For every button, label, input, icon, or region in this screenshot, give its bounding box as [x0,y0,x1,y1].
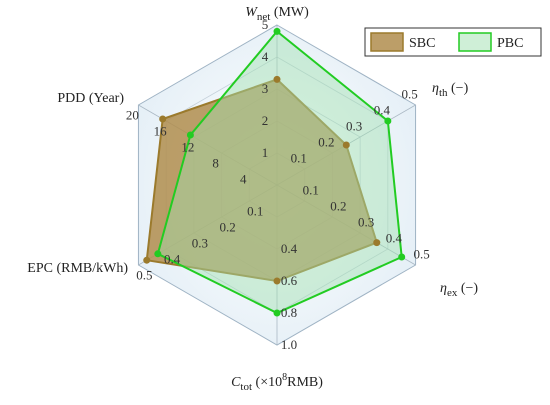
axis-label-part: net [257,11,270,23]
tick-label: 0.1 [247,203,263,218]
axis-label: Wnet (MW) [245,5,309,23]
tick-label: 0.5 [401,87,417,102]
data-point [159,115,167,123]
axis-label-part: C [231,375,241,390]
tick-label: 0.3 [192,235,208,250]
tick-label: 1.0 [281,337,297,352]
data-point [398,253,406,261]
data-point [273,277,281,285]
tick-label: 16 [154,123,168,138]
tick-label: 0.4 [281,241,298,256]
data-point [154,250,162,258]
tick-label: 0.4 [164,251,181,266]
legend-swatch [370,32,404,52]
axis-label-part: EPC (RMB/kWh) [27,261,128,276]
tick-label: 0.4 [386,231,403,246]
tick-label: 4 [262,49,269,64]
axis-label-part: η [432,81,439,96]
tick-label: 0.1 [291,151,307,166]
axis-label-part: η [440,281,447,296]
tick-label: 12 [181,139,194,154]
axis-label-part: (×10 [252,375,282,390]
data-point [273,75,281,83]
legend-label: PBC [497,36,523,51]
tick-label: 0.3 [346,119,362,134]
tick-label: 0.2 [219,219,235,234]
legend-label: SBC [409,36,435,51]
tick-label: 2 [262,113,269,128]
tick-label: 0.5 [136,267,152,282]
data-point [384,117,392,125]
axis-label-part: ex [447,287,458,299]
tick-label: 3 [262,81,269,96]
axis-label: PDD (Year) [57,91,124,106]
axis-label-part: (−) [448,81,469,96]
tick-label: 8 [212,155,219,170]
axis-label: Ctot (×108RMB) [231,372,323,393]
axis-label-part: (−) [457,281,478,296]
tick-label: 1 [262,145,269,160]
legend-swatch [458,32,492,52]
axis-label-part: tot [240,381,252,393]
axis-label-part: PDD (Year) [57,91,124,106]
data-point [186,131,194,139]
tick-label: 0.1 [303,183,319,198]
data-point [143,256,151,264]
data-point [342,141,350,149]
data-point [273,27,281,35]
data-point [273,309,281,317]
axis-label-part: th [439,87,448,99]
tick-label: 0.8 [281,305,297,320]
axis-label: ηex (−) [440,281,478,299]
tick-label: 0.2 [330,199,346,214]
axis-label-part: RMB) [287,375,323,390]
tick-label: 0.4 [374,103,391,118]
tick-label: 20 [126,107,139,122]
axis-label-part: 8 [282,372,287,383]
tick-label: 4 [240,171,247,186]
tick-label: 0.2 [318,135,334,150]
tick-label: 5 [262,17,269,32]
axis-label-part: W [245,5,258,20]
tick-label: 0.5 [413,247,429,262]
data-point [373,239,381,247]
axis-label-part: (MW) [270,5,309,20]
axis-label: ηth (−) [432,81,469,99]
axis-label: EPC (RMB/kWh) [27,261,128,276]
tick-label: 0.3 [358,215,374,230]
tick-label: 0.6 [281,273,298,288]
